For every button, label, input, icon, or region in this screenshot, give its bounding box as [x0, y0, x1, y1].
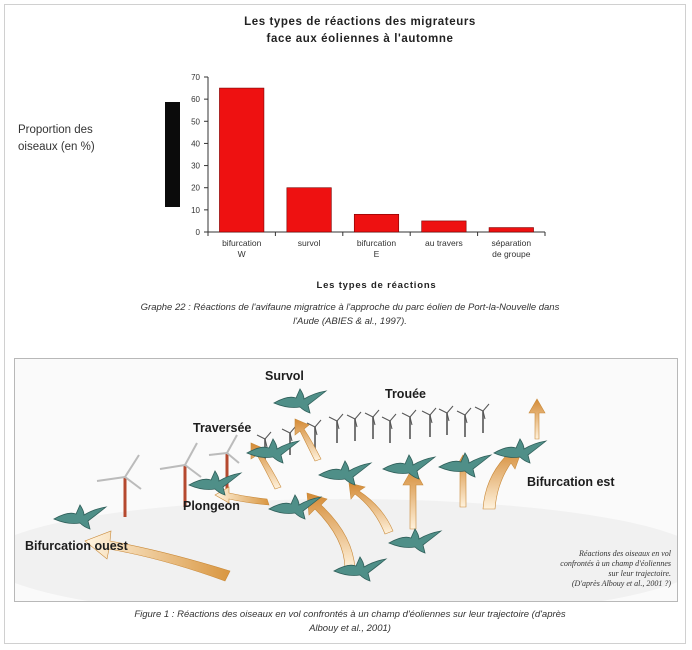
y-tick-label: 20 [191, 184, 200, 193]
arrow-center [306, 492, 356, 570]
graph-caption-line1: Graphe 22 : Réactions de l'avifaune migr… [140, 302, 560, 313]
y-axis-label-line1: Proportion des [18, 124, 93, 136]
label-plongeon: Plongeon [183, 499, 240, 513]
x-tick-label: séparation [491, 238, 531, 248]
figure-caption-line2: Albouy et al., 2001) [309, 623, 391, 634]
label-survol: Survol [265, 369, 304, 383]
chart-title-line2: face aux éoliennes à l'automne [266, 33, 454, 45]
arrow-up-3 [528, 398, 546, 440]
y-tick-label: 60 [191, 95, 200, 104]
chart-title: Les types de réactions des migrateurs fa… [150, 14, 570, 48]
y-axis-label: Proportion des oiseaux (en %) [18, 122, 128, 156]
label-traversee: Traversée [193, 421, 252, 435]
graph-caption-line2: l'Aude (ABIES & al., 1997). [293, 316, 407, 327]
illustration-note-line1: Réactions des oiseaux en vol [579, 549, 671, 558]
bar [353, 213, 400, 233]
bar [421, 220, 467, 233]
x-tick-label: bifurcation [222, 238, 261, 248]
turbine-large-3 [208, 434, 240, 493]
x-tick-label: au travers [425, 238, 463, 248]
x-tick-label: E [374, 249, 380, 259]
y-tick-label: 40 [191, 139, 200, 148]
bar [286, 187, 332, 233]
black-marker-bar [165, 102, 180, 207]
x-axis-title: Les types de réactions [316, 280, 436, 291]
illustration-drawing [15, 359, 677, 601]
y-axis-label-line2: oiseaux (en %) [18, 141, 95, 153]
illustration-note-line2: confrontés à un champ d'éoliennes [560, 559, 671, 568]
x-tick-label: W [238, 249, 246, 259]
arrow-bifurcation-est [482, 446, 524, 510]
x-tick-label: bifurcation [357, 238, 396, 248]
turbine-large-1 [96, 454, 142, 517]
bar [219, 87, 265, 233]
bar [488, 227, 534, 233]
illustration-note: Réactions des oiseaux en vol confrontés … [515, 549, 671, 589]
page-frame [4, 4, 686, 644]
x-tick-label: de groupe [492, 249, 531, 259]
arrow-bifurcation-ouest [84, 530, 231, 582]
x-tick-label: survol [298, 238, 321, 248]
y-tick-label: 70 [191, 73, 200, 82]
figure-illustration: Survol Trouée Traversée Plongeon Bifurca… [14, 358, 678, 602]
chart-title-line1: Les types de réactions des migrateurs [244, 16, 476, 28]
illustration-note-line3: sur leur trajectoire. [608, 569, 671, 578]
label-bifurcation-est: Bifurcation est [527, 475, 615, 489]
figure-caption: Figure 1 : Réactions des oiseaux en vol … [20, 608, 680, 636]
figure-caption-line1: Figure 1 : Réactions des oiseaux en vol … [134, 609, 566, 620]
y-tick-label: 30 [191, 162, 200, 171]
y-tick-label: 0 [196, 228, 201, 237]
illustration-note-line4: (D'après Albouy et al., 2001 ?) [571, 579, 671, 588]
arrow-traversee [348, 482, 394, 535]
turbine-large-2 [159, 442, 202, 507]
graph-caption: Graphe 22 : Réactions de l'avifaune migr… [20, 301, 680, 329]
arrow-survol [294, 418, 322, 462]
arrow-plongeon [214, 486, 270, 506]
y-tick-label: 50 [191, 117, 200, 126]
label-bifurcation-ouest: Bifurcation ouest [25, 539, 128, 553]
y-tick-label: 10 [191, 206, 200, 215]
label-trouee: Trouée [385, 387, 426, 401]
